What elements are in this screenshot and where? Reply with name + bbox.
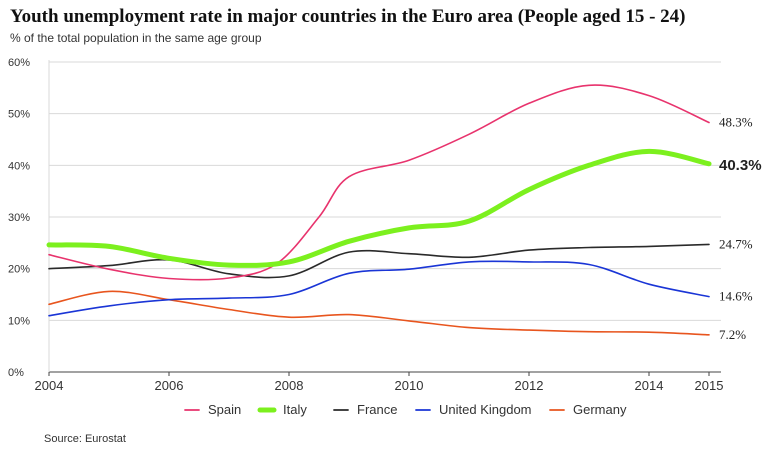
end-label-united-kingdom: 14.6%: [719, 289, 753, 304]
legend-label-united-kingdom: United Kingdom: [439, 402, 532, 417]
series-lines: [46, 84, 712, 336]
chart-subtitle: % of the total population in the same ag…: [10, 31, 262, 45]
series-line-spain: [48, 84, 710, 281]
x-tick-label: 2008: [275, 378, 304, 393]
series-line-italy: [46, 148, 712, 268]
y-tick-label: 50%: [8, 109, 30, 121]
legend: Spain Italy France United Kingdom Germany: [184, 402, 627, 417]
chart-title: Youth unemployment rate in major countri…: [10, 6, 686, 27]
legend-label-germany: Germany: [573, 402, 627, 417]
x-tick-label: 2014: [635, 378, 664, 393]
end-labels: 7.2% 14.6% 24.7% 48.3% 40.3%: [719, 114, 762, 341]
legend-label-france: France: [357, 402, 397, 417]
x-tick-label: 2006: [155, 378, 184, 393]
axes: 0% 10% 20% 30% 40% 50% 60% 2004 2006 2008 2010 2012…: [8, 57, 723, 393]
y-tick-label: 10%: [8, 315, 30, 327]
series-line-france: [48, 243, 710, 279]
x-tick-label: 2012: [515, 378, 544, 393]
end-label-france: 24.7%: [719, 236, 753, 251]
end-label-germany: 7.2%: [719, 327, 746, 342]
x-tick-label: 2015: [695, 378, 724, 393]
end-label-italy: 40.3%: [719, 157, 762, 174]
grid: [49, 61, 721, 321]
x-tick-label: 2010: [395, 378, 424, 393]
y-tick-label: 30%: [8, 212, 30, 224]
series-line-united-kingdom: [48, 260, 710, 317]
legend-label-spain: Spain: [208, 402, 241, 417]
y-tick-label: 40%: [8, 160, 30, 172]
x-tick-label: 2004: [35, 378, 64, 393]
end-label-spain: 48.3%: [719, 114, 753, 129]
source-note: Source: Eurostat: [44, 433, 126, 445]
y-tick-label: 0%: [8, 367, 24, 379]
series-line-germany: [48, 290, 710, 336]
y-tick-label: 20%: [8, 264, 30, 276]
legend-label-italy: Italy: [283, 402, 307, 417]
y-tick-label: 60%: [8, 57, 30, 69]
